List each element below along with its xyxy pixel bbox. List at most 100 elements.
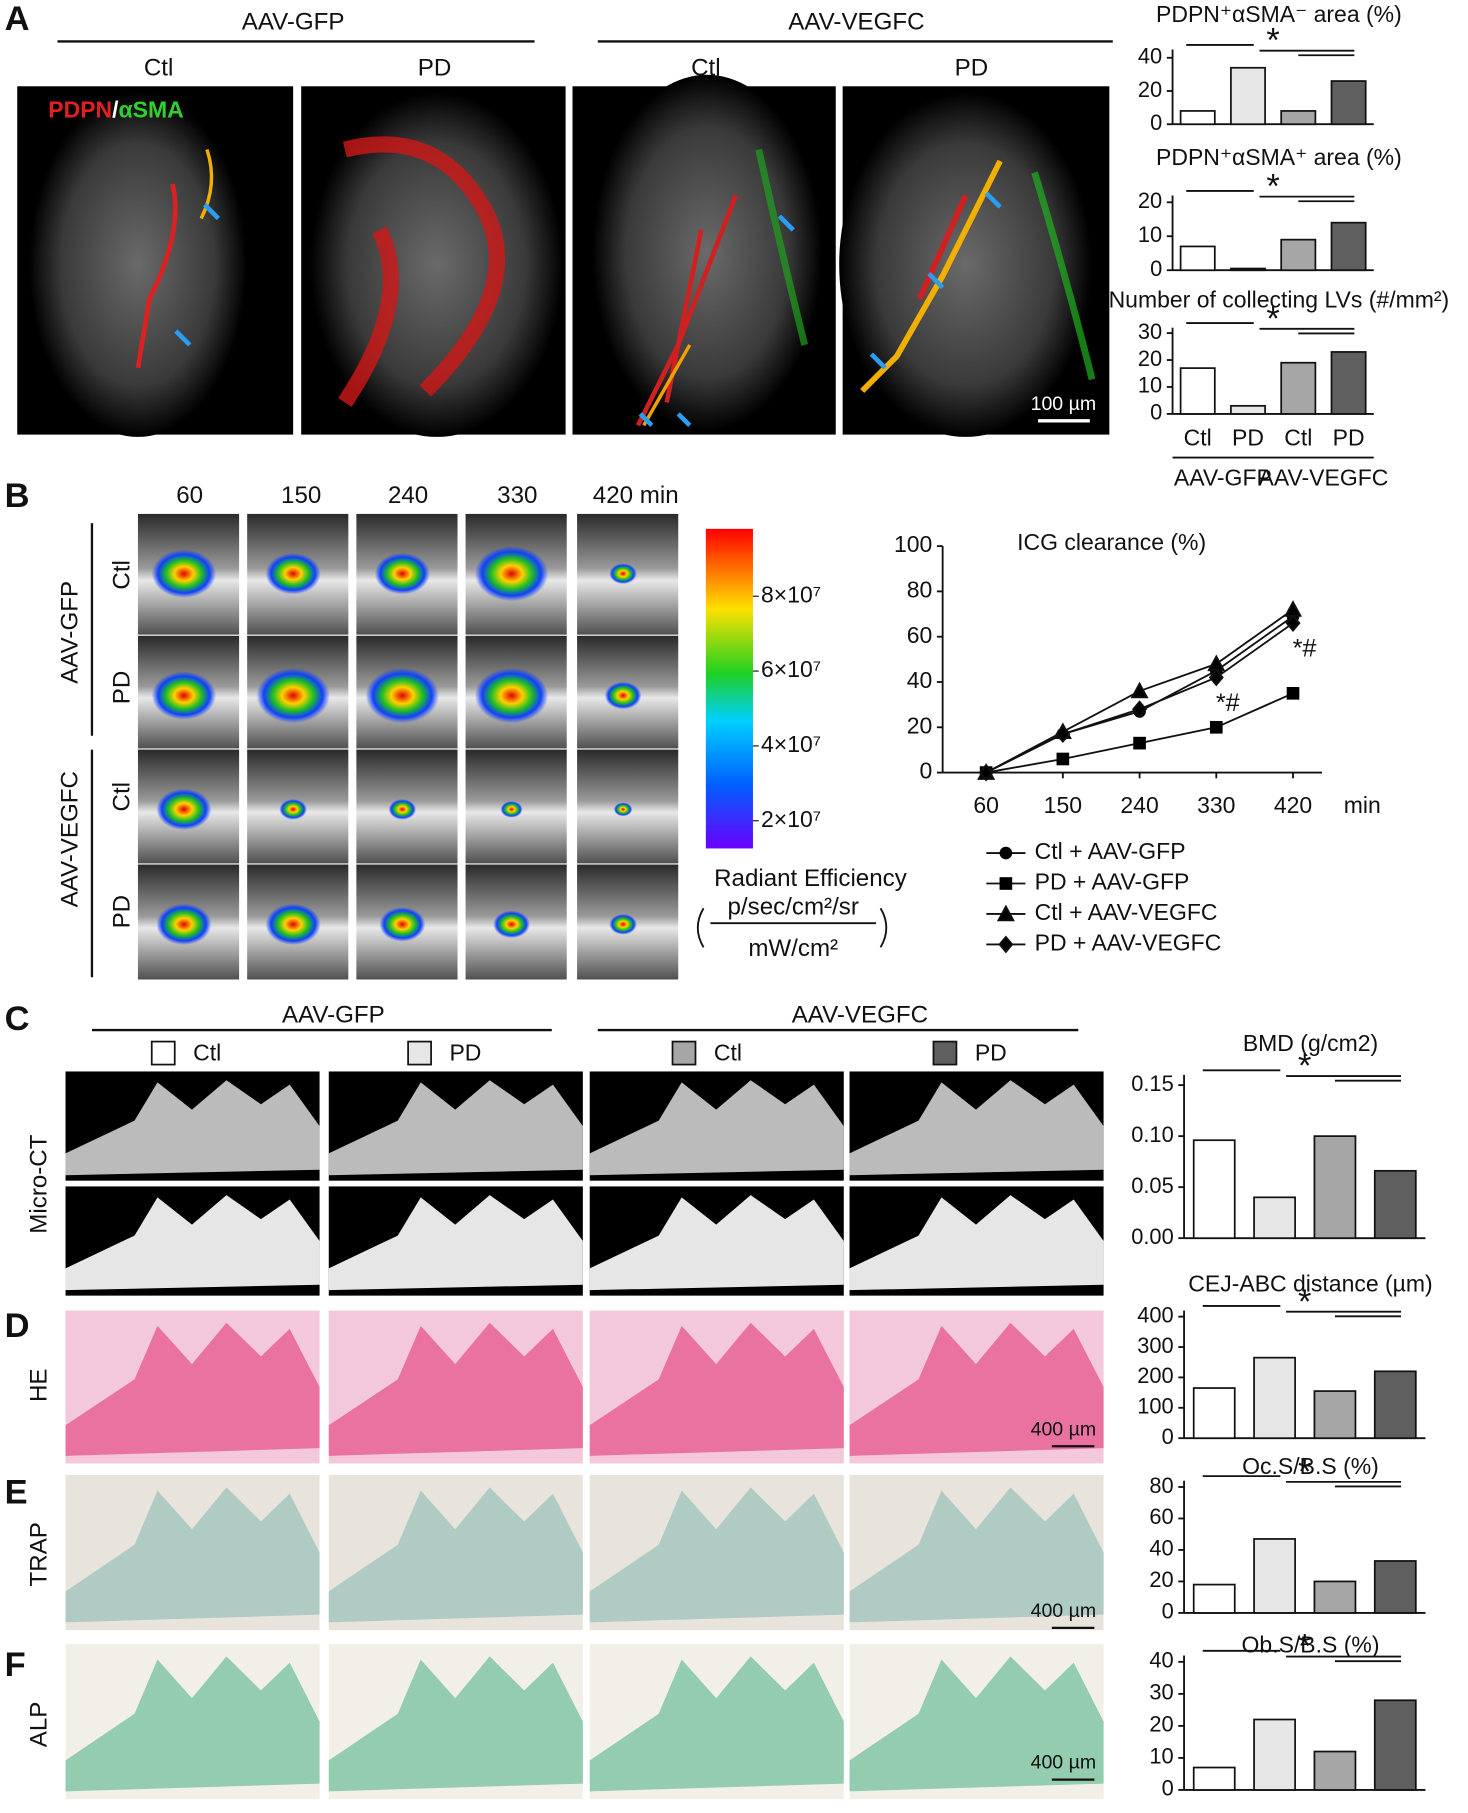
bar [1179,110,1216,126]
y-tick-label: 30 [1149,1680,1173,1705]
column-header: PD [449,1039,481,1065]
column-header: Ctl [714,1039,742,1065]
bar [1230,404,1266,415]
colorbar-label: 8×10⁷ [761,581,821,607]
tissue [849,1195,1104,1291]
panel-c: AAV-GFP AAV-VEGFC Ctl PD Ctl PD Micro-CT HE… [26,1002,1104,1800]
y-tick-label: 20 [1149,1567,1173,1592]
point [1132,700,1148,719]
point [1055,725,1071,743]
tissue [849,1322,1104,1456]
imaging-grid [137,513,679,980]
y-tick-label: 80 [1149,1473,1173,1498]
tissue [328,1322,583,1456]
significance: * [1266,22,1279,60]
group-label: AAV-GFP [1174,465,1272,491]
y-tick-label: 10 [1149,1744,1173,1769]
stain-label: PDPN/αSMA [48,97,183,123]
point [1285,614,1301,633]
bar [1313,1135,1357,1240]
signal [474,546,549,602]
tissue [849,1656,1104,1792]
point [1209,720,1223,734]
y-tick-label: 200 [1137,1363,1173,1388]
tissue [65,1656,320,1792]
group-header: AAV-GFP [282,1002,385,1029]
row-label: TRAP [26,1522,53,1586]
group-header: AAV-VEGFC [792,1002,928,1029]
x-tick-label: 150 [1044,792,1082,818]
y-tick-label: 20 [1138,77,1162,102]
y-tick-label: 0.05 [1131,1173,1173,1198]
tissue [589,1656,844,1792]
stain-red: PDPN [48,97,112,123]
tissue [65,1487,320,1623]
significance: * [1298,1628,1311,1666]
x-unit: min [1344,792,1381,818]
y-tick-label: 60 [1149,1504,1173,1529]
signal [500,801,523,818]
significance: * [1266,168,1279,206]
bar [1313,1580,1357,1614]
y-tick-label: 60 [907,622,933,648]
signal [265,553,321,595]
scale-bar-label: 400 µm [1031,1418,1097,1440]
point [1056,752,1070,766]
point [1207,654,1226,672]
y-tick-label: 300 [1137,1333,1173,1358]
significance: * [1298,1453,1311,1491]
key-swatch [932,1040,958,1066]
panel-label: D [5,1307,30,1345]
tissue [65,1195,320,1291]
bar [1330,351,1367,415]
row-label: Ctl [108,782,135,812]
bar [1373,1370,1417,1440]
unit-denominator: mW/cm² [748,935,838,962]
bar [1330,80,1367,126]
group-label: AAV-VEGFC [1259,465,1389,491]
y-tick-label: 10 [1138,222,1162,247]
bar [1373,1169,1417,1240]
stain-sep: / [112,97,119,123]
x-tick-label: 60 [973,792,999,818]
bar [1373,1560,1417,1614]
significance: * [1266,300,1279,338]
scale-bar-label: 100 µm [1031,393,1097,415]
tissue [589,1080,844,1176]
bar [1313,1390,1357,1440]
group-label: AAV-VEGFC [57,771,84,907]
tissue [589,1195,844,1291]
x-tick-label: Ctl [1184,424,1212,450]
time-label: 420 min [593,482,679,509]
scale-bar-label: 400 µm [1031,1600,1097,1622]
x-tick-label: 240 [1120,792,1158,818]
panel-label: B [5,477,30,515]
tissue [328,1195,583,1291]
signal [256,667,330,724]
colorbar-label: 6×10⁷ [761,656,821,682]
tissue [65,1322,320,1456]
bar [1253,1718,1296,1791]
y-tick-label: 20 [1149,1712,1173,1737]
y-tick-label: 10 [1138,373,1162,398]
y-tick-label: 20 [1138,188,1162,213]
signal [474,667,549,724]
y-tick-label: 400 [1137,1302,1173,1327]
y-tick-label: 40 [1149,1536,1173,1561]
tissue [328,1080,583,1176]
bar [1280,238,1317,272]
y-tick-label: 0 [1150,110,1162,135]
legend-label: Ctl + AAV-VEGFC [1035,899,1218,925]
scale-bar-label: 400 µm [1031,1752,1097,1774]
chart-title: CEJ-ABC distance (µm) [1188,1270,1432,1296]
bar [1179,367,1216,415]
legend-label: Ctl + AAV-GFP [1035,838,1186,864]
point [1208,668,1224,687]
signal [265,903,321,946]
chart-title: Oc.S/B.S (%) [1242,1453,1379,1479]
point [1284,600,1303,617]
legend-marker [999,877,1013,890]
panel-label: A [5,0,30,38]
chart-title: PDPN⁺αSMA⁻ area (%) [1156,1,1402,27]
point [1286,686,1300,700]
